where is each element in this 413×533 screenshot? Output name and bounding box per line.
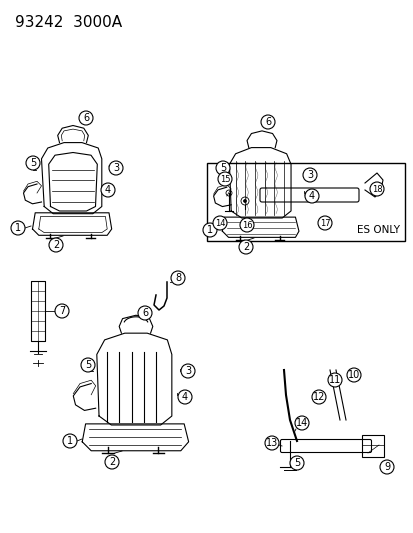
Text: 2: 2 — [242, 242, 249, 252]
Text: 5: 5 — [219, 163, 225, 173]
Circle shape — [346, 368, 360, 382]
Text: 4: 4 — [181, 392, 188, 402]
Circle shape — [304, 191, 312, 199]
Text: 6: 6 — [83, 113, 89, 123]
Text: 3: 3 — [113, 163, 119, 173]
Circle shape — [304, 189, 318, 203]
Circle shape — [243, 199, 246, 203]
Circle shape — [180, 364, 195, 378]
Text: 16: 16 — [241, 221, 252, 230]
Text: ES ONLY: ES ONLY — [356, 225, 399, 235]
Text: 6: 6 — [142, 308, 148, 318]
Circle shape — [302, 168, 316, 182]
Text: 10: 10 — [347, 370, 359, 380]
Text: 5: 5 — [30, 158, 36, 168]
Text: 13: 13 — [265, 438, 278, 448]
Text: 4: 4 — [308, 191, 314, 201]
Circle shape — [264, 436, 278, 450]
Text: 9: 9 — [383, 462, 389, 472]
Circle shape — [238, 240, 252, 254]
Bar — [206, 163, 404, 241]
Circle shape — [101, 183, 115, 197]
Circle shape — [138, 306, 152, 320]
Circle shape — [178, 390, 192, 404]
Circle shape — [289, 456, 303, 470]
Circle shape — [81, 358, 95, 372]
Text: 7: 7 — [59, 306, 65, 316]
Circle shape — [109, 161, 123, 175]
Circle shape — [202, 223, 216, 237]
Bar — [31, 281, 45, 341]
Circle shape — [294, 416, 308, 430]
Text: 3: 3 — [306, 170, 312, 180]
Circle shape — [63, 434, 77, 448]
Circle shape — [327, 373, 341, 387]
Text: 12: 12 — [312, 392, 324, 402]
Circle shape — [216, 161, 230, 175]
Circle shape — [218, 172, 231, 186]
Bar — [361, 435, 383, 457]
Text: 6: 6 — [264, 117, 271, 127]
Circle shape — [171, 271, 185, 285]
Text: 93242  3000A: 93242 3000A — [15, 15, 122, 30]
Text: 15: 15 — [219, 174, 230, 183]
Circle shape — [55, 304, 69, 318]
Text: 5: 5 — [85, 360, 91, 370]
Text: 1: 1 — [15, 223, 21, 233]
Text: 14: 14 — [295, 418, 307, 428]
Circle shape — [240, 218, 254, 232]
Text: 11: 11 — [328, 375, 340, 385]
Text: 18: 18 — [371, 184, 381, 193]
Circle shape — [369, 182, 383, 196]
Circle shape — [317, 216, 331, 230]
Text: 8: 8 — [175, 273, 180, 283]
Circle shape — [79, 111, 93, 125]
Text: 1: 1 — [206, 225, 213, 235]
Circle shape — [260, 115, 274, 129]
Circle shape — [379, 460, 393, 474]
Circle shape — [11, 221, 25, 235]
Circle shape — [105, 455, 119, 469]
Circle shape — [212, 216, 226, 230]
Text: 14: 14 — [214, 219, 225, 228]
Circle shape — [311, 390, 325, 404]
Circle shape — [49, 238, 63, 252]
Text: 3: 3 — [185, 366, 191, 376]
Text: 5: 5 — [293, 458, 299, 468]
Text: 17: 17 — [319, 219, 330, 228]
Text: 2: 2 — [53, 240, 59, 250]
Text: 2: 2 — [109, 457, 115, 467]
Text: 1: 1 — [67, 436, 73, 446]
Text: 4: 4 — [104, 185, 111, 195]
Circle shape — [26, 156, 40, 170]
